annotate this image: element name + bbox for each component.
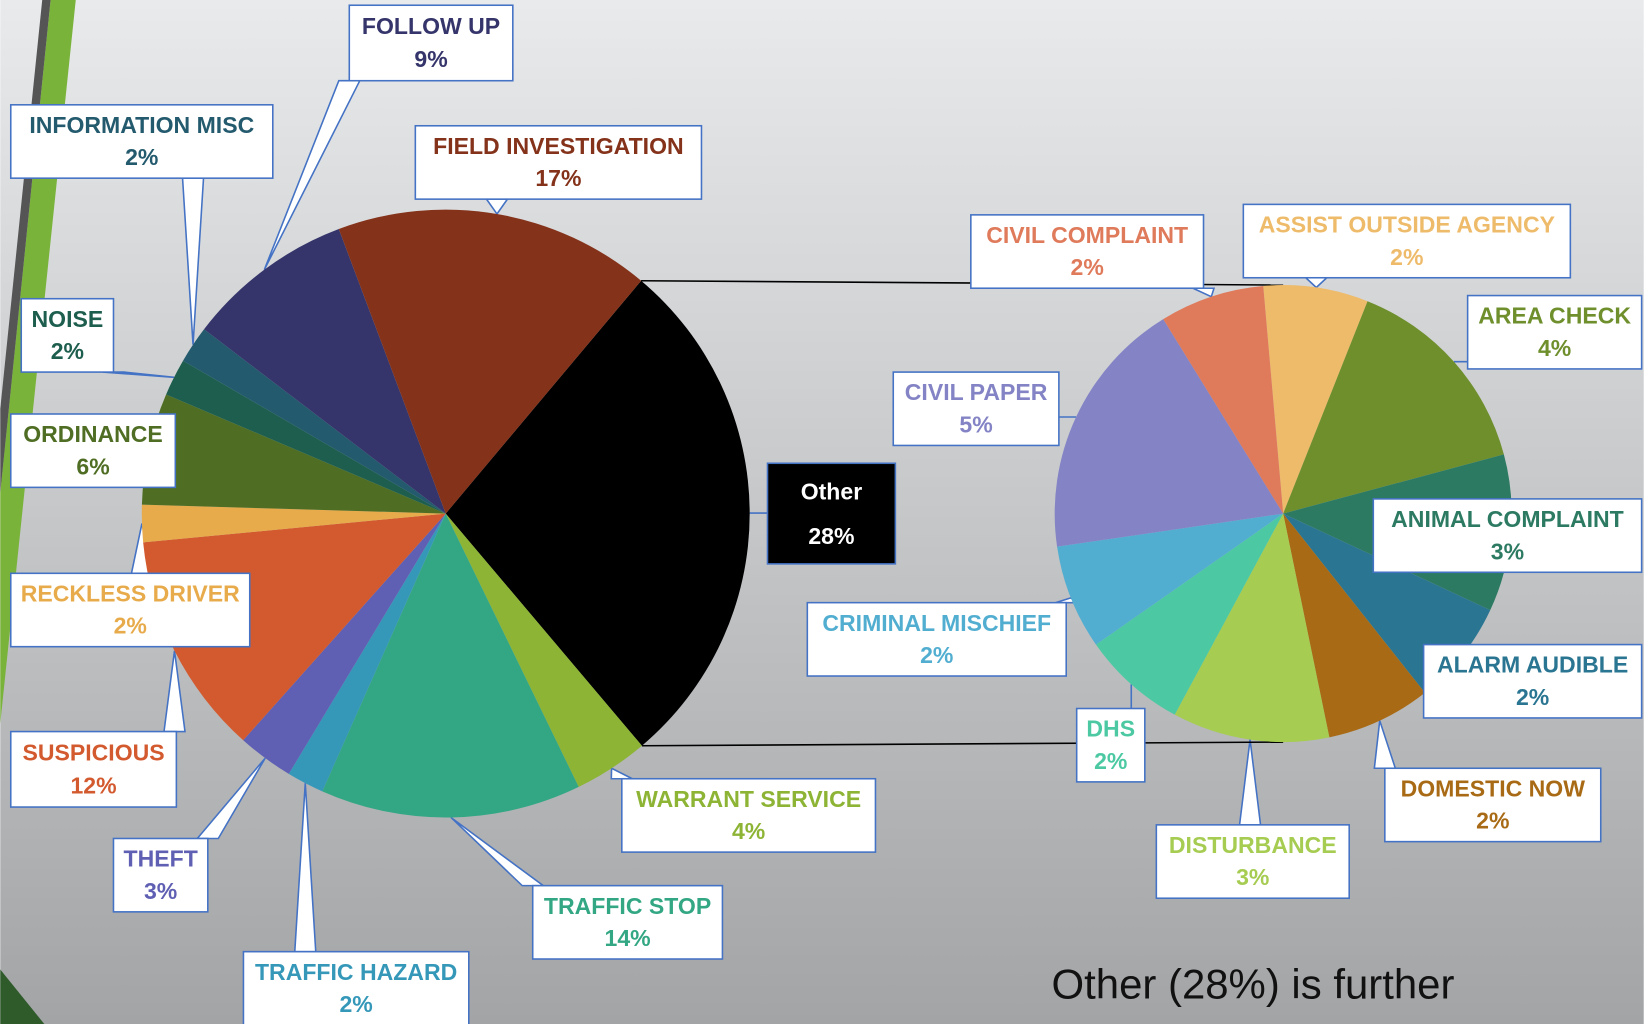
label-box [1384,767,1602,843]
label-value: 2% [1476,808,1509,834]
pie-slice [445,513,642,787]
label-value: 4% [732,818,765,844]
label-value: 4% [1538,335,1571,361]
label-name: ANIMAL COMPLAINT [1391,506,1624,532]
label-name: DHS [1086,716,1135,742]
label-value: 2% [339,991,372,1017]
pie-slice [1283,513,1425,738]
connector-line [641,741,1284,747]
pie-slice [141,504,446,543]
pie-slice [1054,319,1284,547]
label-name: AREA CHECK [1478,303,1631,329]
label-box [1075,707,1146,783]
wedges [141,209,1512,818]
label-value: 2% [1516,684,1549,710]
label-name: DISTURBANCE [1169,832,1337,858]
label-name: ORDINANCE [23,421,163,447]
pie-slice [1096,513,1284,715]
label-name: TRAFFIC HAZARD [255,959,457,985]
label-value: 2% [51,338,84,364]
label-value: 28% [808,523,854,549]
label-value: 2% [125,144,158,170]
label-value: 17% [535,165,581,191]
label-value: 3% [1491,538,1524,564]
pie-slice [445,280,750,746]
labels: Other 28% WARRANT SERVICE 4% TRAFFIC STOP 14%… [9,4,1643,1024]
label-box [414,124,703,200]
label-box [9,572,251,648]
label-value: 3% [144,878,177,904]
label-box [806,601,1067,677]
label-box [1242,203,1572,279]
label-value: 3% [1236,864,1269,890]
label-value: 6% [76,453,109,479]
pie-slice [1057,513,1284,645]
label-value: 2% [114,613,147,639]
label-name: RECKLESS DRIVER [21,580,240,606]
pie-slice [1263,285,1368,514]
label-value: 14% [605,925,651,951]
label-box [1372,498,1643,574]
label-box [766,462,897,565]
label-name: WARRANT SERVICE [636,786,861,812]
pie-slice [204,229,446,514]
label-box [20,297,115,373]
label-box [892,371,1060,447]
label-value: 2% [1071,254,1104,280]
label-value: 2% [1094,748,1127,774]
pie-slice [1174,513,1330,743]
label-name: ASSIST OUTSIDE AGENCY [1259,211,1555,237]
label-box [1155,824,1350,900]
label-box [9,104,274,179]
label-name: NOISE [32,306,104,332]
pie-slice [1163,285,1284,514]
label-value: 2% [1390,244,1423,270]
pie-slice [1283,301,1504,514]
decor-corner [0,969,45,1024]
label-box [9,413,177,489]
label-name: FOLLOW UP [362,13,500,39]
label-name: DOMESTIC NOW [1401,775,1586,801]
pie-slice [338,209,642,514]
label-name: FIELD INVESTIGATION [433,133,684,159]
label-box [1422,643,1643,719]
pie-slice [243,513,446,774]
label-box [531,884,724,960]
label-value: 9% [414,46,447,72]
pie-slice [322,513,579,818]
label-value: 2% [920,642,953,668]
label-value: 5% [959,411,992,437]
pie-slice [143,513,446,741]
label-name: CRIMINAL MISCHIEF [822,610,1051,636]
label-box [970,214,1205,290]
pie-slice [288,513,446,792]
label-name: SUSPICIOUS [22,739,164,765]
label-box [242,950,470,1024]
pie-slice [166,360,446,514]
label-box [1466,294,1643,370]
label-box [348,4,514,82]
label-box [621,777,877,853]
label-name: TRAFFIC STOP [544,893,711,919]
label-name: CIVIL COMPLAINT [986,222,1188,248]
label-name: ALARM AUDIBLE [1437,652,1628,678]
note: Other (28%) is further [1052,960,1455,1007]
label-name: Other [801,479,862,505]
label-box [112,837,209,913]
callouts [102,79,1522,953]
pie-slice [183,329,446,514]
label-box [9,730,178,808]
label-name: CIVIL PAPER [905,379,1048,405]
label-value: 12% [70,773,116,799]
pie-slice [141,394,446,514]
label-name: INFORMATION MISC [29,112,254,138]
label-name: THEFT [124,846,198,872]
